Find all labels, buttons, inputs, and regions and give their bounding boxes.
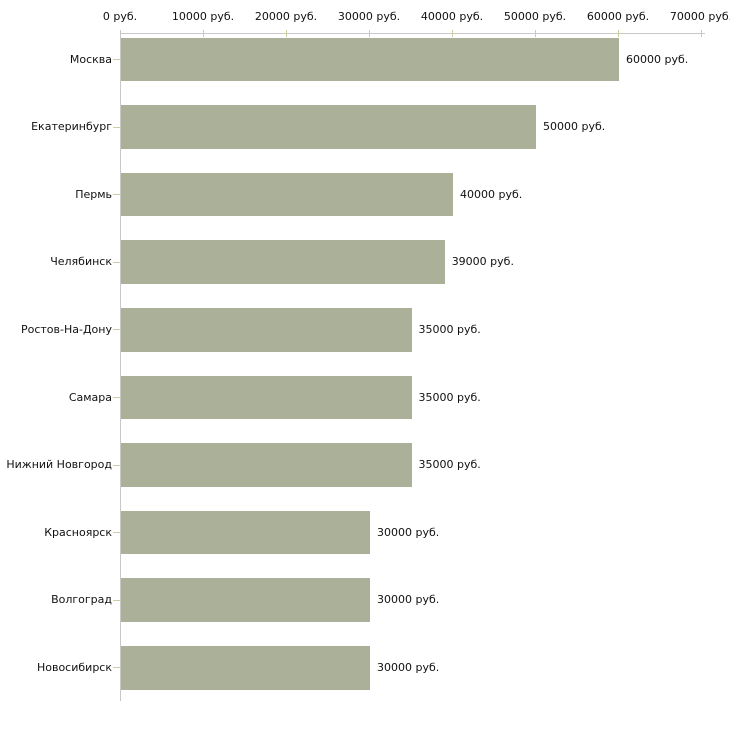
x-axis-tick-label: 50000 руб.	[503, 10, 567, 23]
y-axis-tick	[113, 667, 120, 669]
y-axis-tick	[113, 59, 120, 60]
x-axis-tick	[618, 30, 619, 37]
x-axis-tick-label: 70000 руб.	[669, 10, 730, 23]
value-label: 50000 руб.	[543, 120, 606, 134]
x-axis-tick-label: 30000 руб.	[337, 10, 401, 23]
category-label: Волгоград	[51, 593, 112, 607]
bar	[121, 510, 370, 555]
y-axis-tick	[113, 329, 120, 331]
y-axis-tick	[113, 194, 120, 196]
x-axis-line	[120, 33, 705, 34]
value-label: 39000 руб.	[451, 255, 514, 269]
bar	[121, 646, 370, 690]
value-label: 30000 руб.	[377, 593, 440, 607]
value-label: 40000 руб.	[460, 187, 523, 201]
x-axis-tick	[369, 30, 370, 37]
y-axis-line	[120, 33, 121, 701]
y-axis-tick	[113, 261, 120, 263]
value-label: 30000 руб.	[377, 525, 440, 539]
category-label: Красноярск	[44, 525, 112, 539]
x-axis-tick	[120, 30, 121, 37]
category-label: Пермь	[75, 187, 112, 201]
bar-row: Новосибирск 30000 руб.	[37, 641, 705, 709]
x-axis-tick-label: 60000 руб.	[586, 10, 650, 23]
bar-row: Самара 35000 руб.	[69, 371, 705, 439]
y-axis-tick	[113, 464, 120, 466]
bar-row: Челябинск 39000 руб.	[50, 236, 705, 304]
y-axis-tick	[113, 397, 120, 398]
y-axis-tick	[113, 126, 120, 128]
category-label: Новосибирск	[36, 660, 112, 674]
bar-row: Нижний Новгород 35000 руб.	[6, 439, 705, 507]
x-axis-tick-label: 0 руб.	[102, 10, 138, 23]
x-axis-tick-label: 10000 руб.	[171, 10, 235, 23]
bar-row: Екатеринбург 50000 руб.	[31, 101, 705, 169]
value-label: 60000 руб.	[626, 52, 689, 66]
bar	[121, 375, 412, 420]
bar	[121, 240, 445, 285]
category-label: Москва	[69, 52, 112, 66]
bar	[121, 172, 453, 217]
value-label: 35000 руб.	[418, 322, 481, 336]
bar-row: Красноярск 30000 руб.	[44, 506, 705, 574]
bar-row: Пермь 40000 руб.	[75, 168, 705, 236]
bar	[121, 105, 536, 149]
category-label: Ростов-На-Дону	[20, 322, 112, 336]
bar	[121, 578, 370, 623]
x-axis-tick-label: 40000 руб.	[420, 10, 484, 23]
bar-row: Ростов-На-Дону 35000 руб.	[21, 303, 705, 371]
x-axis-tick	[701, 30, 702, 37]
category-label: Челябинск	[50, 255, 112, 269]
x-axis-tick	[452, 30, 453, 37]
y-axis-tick	[113, 532, 120, 534]
bar-row: Волгоград 30000 руб.	[51, 574, 705, 642]
category-label: Екатеринбург	[31, 120, 112, 134]
value-label: 30000 руб.	[377, 660, 440, 674]
x-axis-tick	[286, 30, 287, 37]
bar	[121, 37, 619, 82]
category-label: Нижний Новгород	[6, 458, 112, 472]
y-axis-tick	[113, 599, 120, 601]
value-label: 35000 руб.	[418, 458, 481, 472]
x-axis-tick	[535, 30, 536, 37]
category-label: Самара	[68, 390, 112, 404]
bar	[121, 443, 412, 487]
value-label: 35000 руб.	[418, 390, 481, 404]
x-axis-tick-label: 20000 руб.	[254, 10, 318, 23]
x-axis-tick	[203, 30, 204, 37]
bar-row: Москва 60000 руб.	[70, 33, 705, 101]
bar	[121, 308, 412, 352]
